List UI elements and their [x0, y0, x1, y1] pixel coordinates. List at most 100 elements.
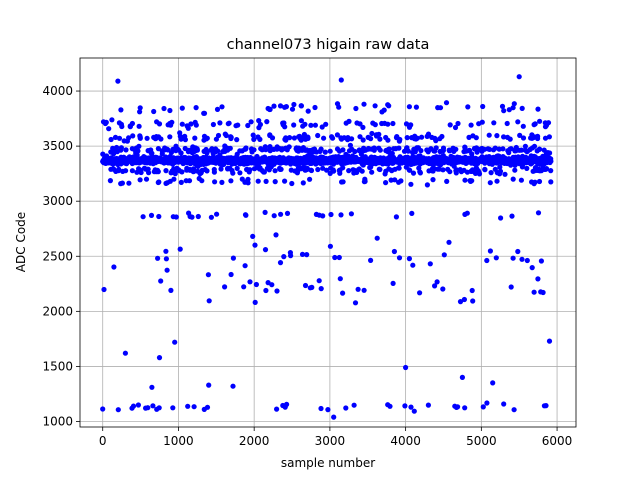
- data-point: [391, 248, 397, 255]
- data-point: [465, 104, 471, 110]
- data-point: [541, 147, 547, 153]
- data-point: [488, 170, 494, 176]
- data-point: [511, 101, 517, 107]
- data-point: [113, 148, 120, 154]
- data-point: [453, 404, 460, 410]
- data-point: [230, 255, 236, 261]
- data-point: [215, 132, 222, 139]
- x-tick-label: 1000: [163, 434, 194, 448]
- data-point: [376, 166, 382, 172]
- data-point: [440, 145, 447, 151]
- data-point: [106, 126, 112, 132]
- data-point: [406, 124, 413, 130]
- data-point: [143, 405, 149, 411]
- data-point: [264, 119, 270, 125]
- data-point: [491, 120, 497, 126]
- y-tick-label: 2500: [42, 249, 73, 263]
- data-point: [352, 300, 359, 306]
- data-point: [416, 165, 422, 171]
- data-point: [296, 145, 302, 151]
- y-tick-label: 1500: [42, 359, 73, 373]
- data-point: [153, 135, 159, 141]
- x-tick-label: 3000: [315, 434, 346, 448]
- data-point: [257, 165, 263, 171]
- data-point: [393, 214, 399, 220]
- data-point: [369, 169, 375, 175]
- data-point: [437, 136, 443, 142]
- data-point: [406, 104, 412, 110]
- data-point: [111, 264, 117, 270]
- data-point: [343, 405, 349, 411]
- data-point: [214, 106, 221, 112]
- data-point: [403, 364, 409, 371]
- data-point: [410, 170, 417, 176]
- data-point: [219, 179, 225, 185]
- y-tick-label: 2000: [42, 304, 73, 318]
- data-point: [473, 135, 479, 141]
- data-point: [151, 169, 157, 175]
- data-point: [118, 181, 124, 187]
- data-point: [206, 298, 212, 304]
- data-point: [127, 123, 133, 129]
- x-axis-ticks: 0 1000 2000 3000 4000 5000 6000: [99, 427, 572, 448]
- data-point: [469, 151, 475, 157]
- data-point: [383, 180, 389, 186]
- data-point: [377, 136, 383, 142]
- data-point: [318, 286, 324, 292]
- data-point: [507, 146, 513, 152]
- data-point: [498, 215, 504, 221]
- data-point: [474, 166, 480, 172]
- data-point: [257, 136, 263, 142]
- data-point: [469, 287, 475, 294]
- data-point: [542, 124, 549, 130]
- data-point: [219, 104, 225, 110]
- data-point: [336, 104, 342, 110]
- data-point: [230, 170, 236, 176]
- data-point: [177, 246, 183, 252]
- data-point: [504, 120, 510, 127]
- data-point: [263, 178, 269, 184]
- data-point: [447, 122, 453, 128]
- data-point: [156, 355, 163, 361]
- data-point: [476, 121, 482, 127]
- data-point: [289, 180, 295, 187]
- data-point: [283, 104, 289, 110]
- data-point: [470, 298, 476, 304]
- data-point: [336, 254, 342, 261]
- data-point: [461, 296, 467, 303]
- data-point: [527, 146, 533, 153]
- data-point: [289, 106, 296, 112]
- data-point: [210, 121, 216, 128]
- data-point: [182, 133, 188, 139]
- data-point: [411, 408, 417, 414]
- data-point: [237, 148, 243, 154]
- data-point: [304, 166, 310, 172]
- data-point: [409, 210, 415, 216]
- data-point: [300, 180, 306, 186]
- data-point: [205, 272, 211, 278]
- data-point: [225, 121, 231, 127]
- data-point: [536, 146, 542, 152]
- data-point: [512, 167, 518, 173]
- data-point: [154, 406, 160, 412]
- data-point: [274, 144, 280, 150]
- data-point: [259, 147, 265, 153]
- data-point: [508, 284, 514, 290]
- data-point: [446, 239, 452, 245]
- data-point: [319, 124, 325, 130]
- data-point: [163, 256, 169, 262]
- data-point: [493, 255, 499, 261]
- data-point: [268, 164, 274, 170]
- data-point: [247, 279, 253, 285]
- data-point: [177, 133, 183, 139]
- data-point: [263, 287, 269, 294]
- data-point: [198, 169, 204, 175]
- data-point: [519, 164, 526, 170]
- data-point: [365, 134, 371, 140]
- data-point: [519, 105, 525, 111]
- data-point: [485, 146, 491, 152]
- data-point: [284, 210, 291, 216]
- data-point: [389, 167, 395, 173]
- data-point: [148, 212, 155, 218]
- data-point: [222, 284, 228, 290]
